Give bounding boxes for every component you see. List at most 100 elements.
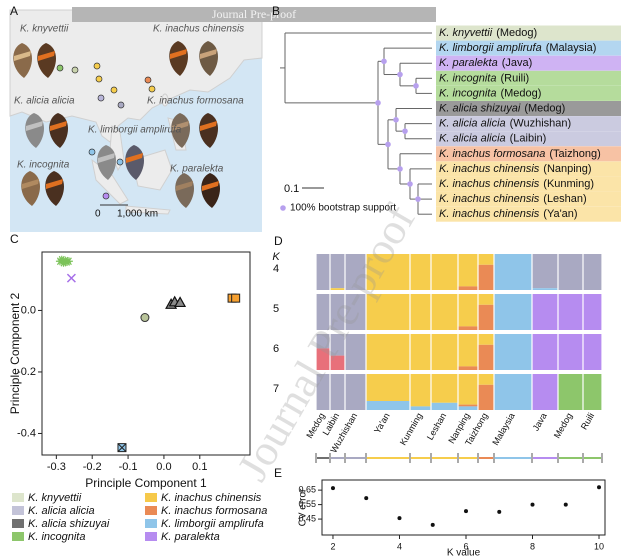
taxon-label: K. inachus formosana (Taizhong)	[439, 148, 601, 160]
point	[117, 443, 127, 453]
x-tick-label: 0.1	[192, 461, 207, 473]
site-dot	[93, 62, 101, 70]
taxon-label: K. limborgii amplirufa (Malaysia)	[439, 42, 596, 54]
wing-band	[50, 121, 67, 131]
k-label: 4	[273, 263, 279, 275]
taxon-name: K. inachus formosana	[439, 148, 545, 160]
taxon-band	[436, 40, 621, 56]
wing-band	[126, 153, 143, 163]
java	[125, 205, 171, 215]
site-dot	[110, 86, 118, 94]
legend-label: K. limborgii amplirufa	[161, 518, 264, 530]
population-label: Leshan	[425, 411, 448, 442]
mainland	[9, 9, 263, 143]
site-dot	[56, 64, 64, 72]
taxon-name: K. alicia shizuyai	[439, 102, 521, 114]
legend-swatch	[12, 519, 24, 528]
species-label: K. limborgii amplirufa	[88, 125, 182, 136]
admixture-segment	[410, 374, 431, 407]
site-dot	[102, 192, 110, 200]
legend-swatch	[12, 532, 24, 541]
y-tick-label: 0.45	[298, 513, 316, 523]
taxon-band	[436, 131, 621, 147]
panel-label: C	[10, 232, 19, 246]
butterfly-wing	[169, 41, 188, 76]
bootstrap-dot	[413, 83, 419, 89]
taxon-label: K. incognita (Ruili)	[439, 72, 529, 84]
legend-swatch	[145, 506, 157, 515]
admixture-segment	[458, 374, 478, 405]
species-label: K. alicia alicia	[14, 96, 75, 107]
population-label: Kunming	[398, 411, 424, 447]
point	[61, 256, 70, 265]
admixture-segment	[558, 294, 583, 330]
banner-text: Journal Pre-proof	[212, 7, 296, 21]
point	[530, 502, 535, 507]
admixture-segment	[330, 294, 345, 330]
admixture-segment	[431, 374, 458, 403]
point	[63, 257, 72, 266]
admixture-segment	[478, 264, 494, 290]
point	[330, 486, 335, 491]
admixture-segment	[494, 334, 532, 370]
admixture-segment	[410, 406, 431, 410]
admixture-segment	[532, 288, 558, 290]
y-tick-label: 0.0	[21, 304, 36, 316]
species-label: K. inachus chinensis	[153, 24, 244, 35]
legend-swatch	[12, 493, 24, 502]
wing-band	[14, 51, 31, 61]
admixture-segment	[431, 294, 458, 330]
taxon-label: K. inachus chinensis (Leshan)	[439, 193, 587, 205]
y-axis-label: CV error	[298, 488, 309, 526]
admixture-segment	[458, 286, 478, 290]
admixture-segment	[532, 254, 558, 289]
site-dot	[95, 75, 103, 83]
admixture-segment	[478, 294, 494, 305]
bootstrap-dot	[385, 141, 391, 148]
scale-label: 0	[95, 209, 101, 220]
taxon-label: K. alicia alicia (Laibin)	[439, 133, 546, 145]
admixture-segment	[458, 406, 478, 410]
point	[231, 293, 241, 303]
bootstrap-dot	[397, 71, 403, 78]
site-dot	[97, 94, 105, 102]
admixture-segment	[558, 334, 583, 370]
taxon-name: K. knyvettii	[439, 27, 493, 39]
population-label: Ya'an	[372, 411, 392, 435]
bootstrap-dot	[375, 100, 381, 106]
admixture-segment	[478, 344, 494, 370]
admixture-segment	[410, 254, 431, 290]
point	[174, 296, 187, 308]
point	[397, 516, 402, 521]
admixture-segment	[458, 294, 478, 327]
point	[64, 257, 73, 266]
y-tick-label: 0.65	[298, 485, 316, 495]
legend-label: K. inachus formosana	[161, 505, 267, 517]
x-tick-label: -0.2	[83, 461, 102, 473]
admixture-segment	[366, 254, 410, 290]
point	[463, 509, 468, 514]
wing-band	[98, 153, 115, 163]
admixture-segment	[330, 254, 345, 289]
butterfly-wing	[201, 173, 220, 208]
butterfly-wing	[37, 43, 56, 78]
taxon-label: K. paralekta (Java)	[439, 57, 532, 69]
site-dot	[117, 101, 125, 109]
tree-scale-label: 0.1	[284, 183, 299, 195]
taxon-name: K. incognita	[439, 72, 496, 84]
bootstrap-dot	[407, 181, 413, 187]
admixture-segment	[583, 294, 602, 330]
taiwan	[161, 93, 169, 107]
butterfly-wing	[13, 43, 32, 78]
butterfly-wing	[175, 173, 194, 208]
taxon-location: (Medog)	[500, 87, 541, 99]
admixture-segment	[431, 254, 458, 290]
plot-frame	[321, 479, 606, 536]
x-tick-label: -0.3	[47, 461, 66, 473]
bootstrap-dot	[393, 117, 399, 123]
taxon-location: (Leshan)	[543, 193, 586, 205]
taxon-band	[436, 25, 621, 41]
panel-label: D	[274, 234, 283, 248]
taxon-label: K. incognita (Medog)	[439, 87, 541, 99]
